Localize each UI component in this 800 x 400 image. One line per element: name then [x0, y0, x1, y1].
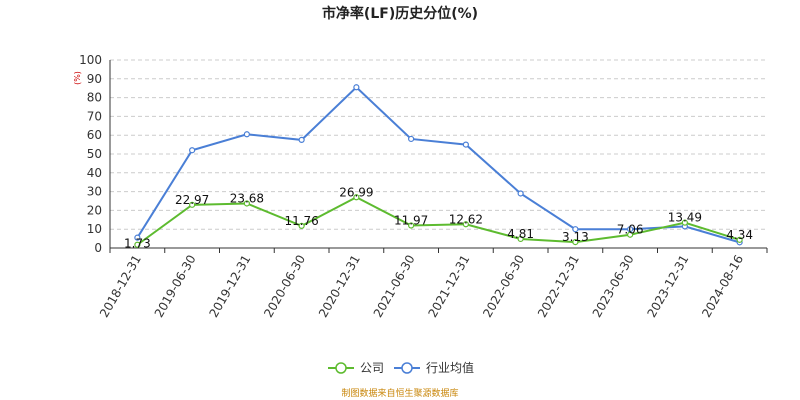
data-labels: 1.73 22.97 23.68 11.76 26.99 11.97 12.62 4.81 3.…	[124, 185, 753, 250]
x-tick-label: 2023-06-30	[590, 253, 637, 320]
source-note: 制图数据来自恒生聚源数据库	[341, 387, 458, 399]
industry-point	[408, 135, 415, 143]
industry-point	[353, 84, 360, 91]
y-tick-label: 60	[87, 128, 102, 142]
x-tick-label: 2024-08-16	[699, 253, 746, 320]
x-tick-label: 2021-06-30	[371, 253, 418, 320]
y-tick-label: 80	[87, 91, 102, 105]
y-tick-label: 100	[79, 53, 102, 67]
company-line	[136, 196, 740, 246]
company-data-label: 11.76	[284, 214, 318, 228]
company-point	[189, 201, 196, 208]
x-tick-label: 2019-12-31	[206, 253, 253, 320]
industry-point	[134, 234, 141, 241]
company-point	[134, 241, 141, 248]
legend-company-marker	[335, 362, 347, 374]
company-point	[462, 221, 469, 228]
x-tick-label: 2022-06-30	[480, 253, 527, 320]
y-tick-label: 70	[87, 109, 102, 123]
company-data-label: 12.62	[449, 212, 483, 226]
x-tick-label: 2019-06-30	[152, 253, 199, 320]
company-point	[353, 194, 360, 201]
legend-industry-marker	[401, 362, 413, 374]
chart-title: 市净率(LF)历史分位(%)	[322, 5, 478, 22]
company-data-label: 4.81	[507, 227, 534, 241]
x-tick-label: 2018-12-31	[97, 253, 144, 320]
company-data-label: 22.97	[175, 193, 209, 207]
axes: 0 10 20 30 40 50 60 70 80 90 100 2018-12-31 2019-06-…	[79, 53, 768, 320]
x-tick-label: 2020-06-30	[261, 253, 308, 320]
y-tick-label: 50	[87, 147, 102, 161]
company-data-label: 3.13	[562, 230, 589, 244]
industry-point	[189, 147, 196, 154]
series-lines	[134, 84, 743, 248]
y-tick-label: 10	[87, 222, 102, 236]
company-data-label: 23.68	[230, 191, 264, 205]
company-point	[517, 235, 524, 243]
company-point	[681, 219, 688, 226]
company-data-label: 4.34	[726, 228, 753, 242]
company-point	[627, 231, 634, 238]
company-data-label: 1.73	[124, 237, 151, 251]
legend: 公司 行业均值	[328, 360, 474, 375]
company-data-label: 26.99	[339, 185, 373, 199]
y-tick-label: 30	[87, 185, 102, 199]
industry-point	[298, 136, 305, 143]
industry-point	[517, 190, 524, 197]
y-tick-label: 40	[87, 166, 102, 180]
company-point	[408, 222, 415, 229]
x-tick-label: 2023-12-31	[644, 253, 691, 320]
x-tick-label: 2020-12-31	[316, 253, 363, 320]
company-point	[298, 222, 305, 229]
y-tick-label: 20	[87, 203, 102, 217]
company-point	[736, 236, 743, 243]
x-tick-label: 2021-12-31	[425, 253, 472, 320]
industry-line	[136, 85, 740, 244]
y-tick-label: 90	[87, 72, 102, 86]
company-data-label: 11.97	[394, 213, 428, 227]
company-data-label: 7.06	[617, 223, 644, 237]
company-point	[243, 200, 250, 207]
y-axis-unit: (%)	[73, 71, 82, 85]
industry-point	[462, 141, 469, 148]
legend-company-label: 公司	[360, 361, 384, 375]
industry-point	[243, 131, 250, 138]
legend-item-company[interactable]: 公司	[328, 361, 384, 375]
legend-item-industry[interactable]: 行业均值	[394, 360, 474, 375]
company-point	[572, 239, 579, 246]
x-tick-label: 2022-12-31	[535, 253, 582, 320]
y-tick-label: 0	[94, 241, 102, 255]
company-data-label: 13.49	[668, 211, 702, 225]
legend-industry-label: 行业均值	[426, 360, 474, 375]
industry-point	[572, 226, 579, 233]
